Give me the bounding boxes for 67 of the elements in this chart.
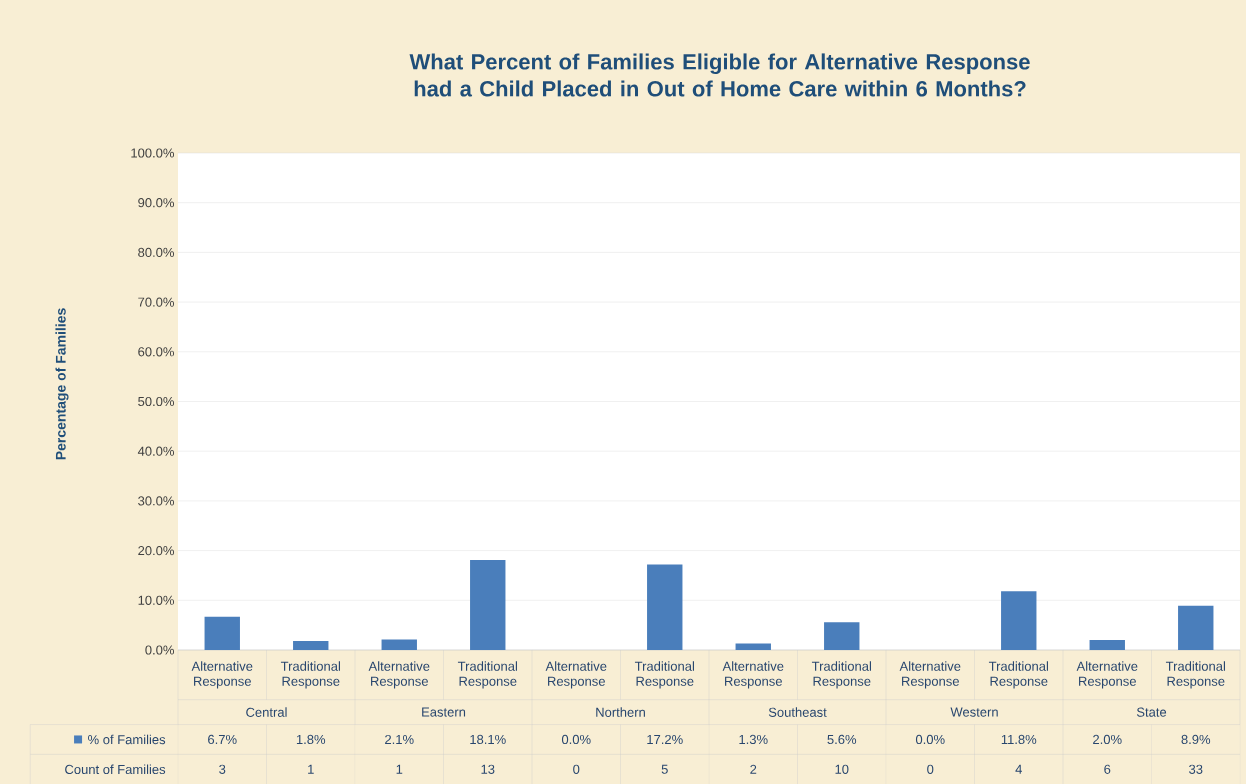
text: 1 bbox=[396, 764, 403, 774]
text: Western bbox=[950, 707, 998, 717]
x-tick-label: Traditional Response bbox=[634, 661, 694, 689]
text: 0 bbox=[573, 764, 580, 774]
y-tick-label: 40.0% bbox=[137, 446, 175, 456]
x-tick-label: Alternative Response bbox=[899, 661, 961, 689]
x-tick-label: Alternative Response bbox=[368, 661, 430, 689]
text: Southeast bbox=[768, 707, 827, 717]
data-label: 2.1% bbox=[385, 734, 414, 745]
x-tick-label: Traditional Response bbox=[1165, 661, 1225, 689]
y-tick-label: 80.0% bbox=[138, 247, 175, 257]
y-tick-label: 90.0% bbox=[138, 198, 175, 208]
y-tick-label: 50.0% bbox=[138, 396, 175, 407]
bar bbox=[204, 616, 240, 650]
text: 6 bbox=[1104, 764, 1111, 774]
text: 3 bbox=[219, 764, 226, 774]
x-tick-label: Alternative Response bbox=[191, 661, 253, 689]
data-label: 8.9% bbox=[1181, 734, 1211, 745]
text: 10 bbox=[835, 764, 849, 774]
data-label: 0.0% bbox=[561, 734, 591, 745]
data-label: 11.8% bbox=[1001, 734, 1037, 745]
text: 1 bbox=[308, 764, 314, 774]
text: 0 bbox=[927, 764, 934, 774]
data-label: 18.1% bbox=[470, 734, 506, 745]
text: 33 bbox=[1189, 764, 1203, 774]
data-label: 17.2% bbox=[647, 734, 683, 745]
bar bbox=[1089, 640, 1125, 650]
y-tick-label: 0.0% bbox=[145, 645, 175, 655]
bar bbox=[470, 560, 506, 650]
chart-title: What Percent of Families Eligible for Alternative Response had a Child Placed in Out of Home Care within 6 Months? bbox=[409, 53, 1030, 97]
text: Eastern bbox=[422, 707, 466, 717]
text: 5 bbox=[661, 764, 668, 774]
x-tick-label: Traditional Response bbox=[811, 661, 871, 689]
data-label: 2.0% bbox=[1093, 734, 1122, 745]
x-tick-label: Traditional Response bbox=[988, 661, 1048, 689]
x-tick-label: Traditional Response bbox=[280, 661, 340, 689]
bar bbox=[824, 622, 860, 650]
y-axis-title: Percentage of Families bbox=[55, 308, 69, 460]
text: 13 bbox=[481, 764, 495, 774]
data-label: 6.7% bbox=[208, 734, 237, 745]
data-label: 1.3% bbox=[739, 734, 768, 745]
x-tick-label: Alternative Response bbox=[1076, 661, 1138, 689]
data-label: 1.8% bbox=[296, 734, 326, 745]
text: Northern bbox=[596, 707, 645, 717]
text: Central bbox=[246, 707, 287, 717]
y-tick-label: 60.0% bbox=[138, 347, 175, 357]
x-tick-label: Alternative Response bbox=[545, 661, 607, 689]
y-tick-label: 30.0% bbox=[138, 496, 175, 506]
x-tick-label: Alternative Response bbox=[722, 661, 784, 689]
data-label: 0.0% bbox=[915, 734, 945, 745]
y-tick-label: 100.0% bbox=[131, 148, 175, 158]
bar bbox=[1001, 591, 1037, 650]
bar bbox=[735, 643, 771, 650]
legend-label: % of Families bbox=[88, 734, 166, 745]
bar bbox=[647, 564, 683, 650]
y-tick-label: 70.0% bbox=[138, 297, 175, 307]
text: Count of Families bbox=[65, 764, 166, 775]
y-tick-label: 20.0% bbox=[138, 545, 175, 556]
bar bbox=[1178, 605, 1214, 650]
text: State bbox=[1136, 707, 1167, 717]
bar bbox=[293, 641, 329, 650]
text: 2 bbox=[750, 764, 757, 774]
data-label: 5.6% bbox=[827, 734, 857, 745]
text: 4 bbox=[1015, 764, 1022, 774]
x-tick-label: Traditional Response bbox=[457, 661, 517, 689]
bar bbox=[381, 639, 417, 650]
y-tick-label: 10.0% bbox=[138, 595, 175, 605]
